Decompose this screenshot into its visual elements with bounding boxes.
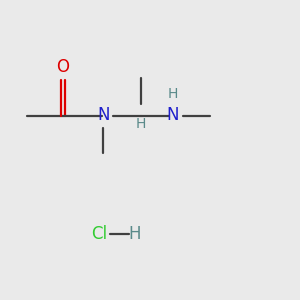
Text: Cl: Cl [91, 225, 107, 243]
Text: H: H [129, 225, 141, 243]
Text: N: N [97, 106, 110, 124]
Text: O: O [56, 58, 70, 76]
Text: H: H [136, 118, 146, 131]
Text: H: H [167, 88, 178, 101]
Text: N: N [166, 106, 179, 124]
